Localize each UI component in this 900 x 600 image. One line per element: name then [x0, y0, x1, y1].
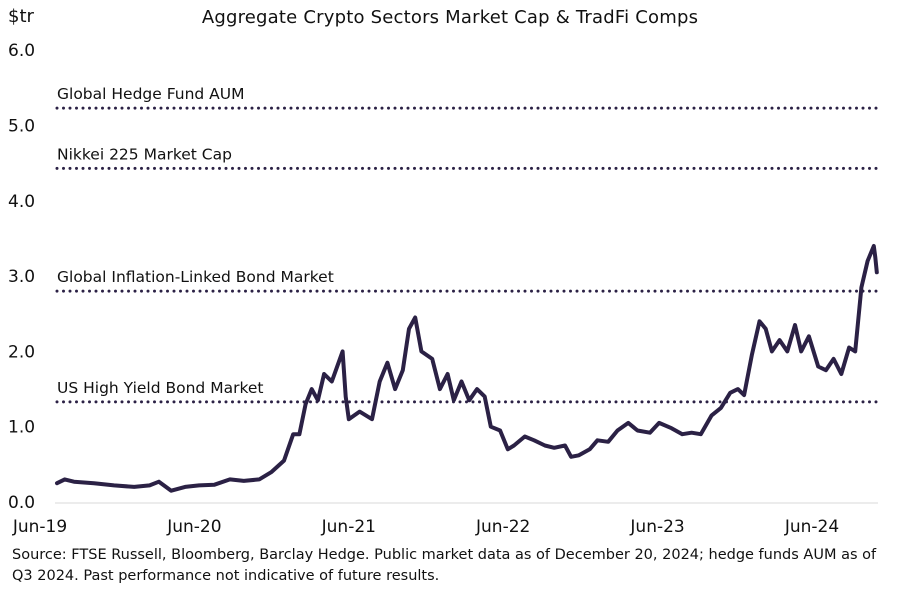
y-tick-label: 5.0 [8, 117, 35, 137]
y-tick-label: 0.0 [8, 493, 35, 513]
y-tick-label: 1.0 [8, 418, 35, 438]
y-tick-label: 2.0 [8, 342, 35, 362]
reference-line-label: Global Hedge Fund AUM [57, 85, 245, 103]
y-tick-label: 3.0 [8, 267, 35, 287]
y-tick-label: 6.0 [8, 41, 35, 61]
x-tick-label: Jun-22 [475, 517, 530, 537]
reference-line-label: US High Yield Bond Market [57, 379, 263, 397]
x-tick-label: Jun-24 [784, 517, 839, 537]
reference-line-label: Global Inflation-Linked Bond Market [57, 268, 334, 286]
x-tick-label: Jun-21 [321, 517, 376, 537]
x-tick-label: Jun-23 [629, 517, 684, 537]
y-tick-label: 4.0 [8, 192, 35, 212]
x-tick-label: Jun-20 [166, 517, 221, 537]
chart-title: Aggregate Crypto Sectors Market Cap & Tr… [201, 7, 699, 28]
series-line [55, 244, 879, 493]
reference-line-label: Nikkei 225 Market Cap [57, 145, 232, 163]
source-note: Source: FTSE Russell, Bloomberg, Barclay… [12, 547, 877, 584]
x-tick-label: Jun-19 [12, 517, 67, 537]
y-axis-label: $tr [8, 6, 34, 27]
